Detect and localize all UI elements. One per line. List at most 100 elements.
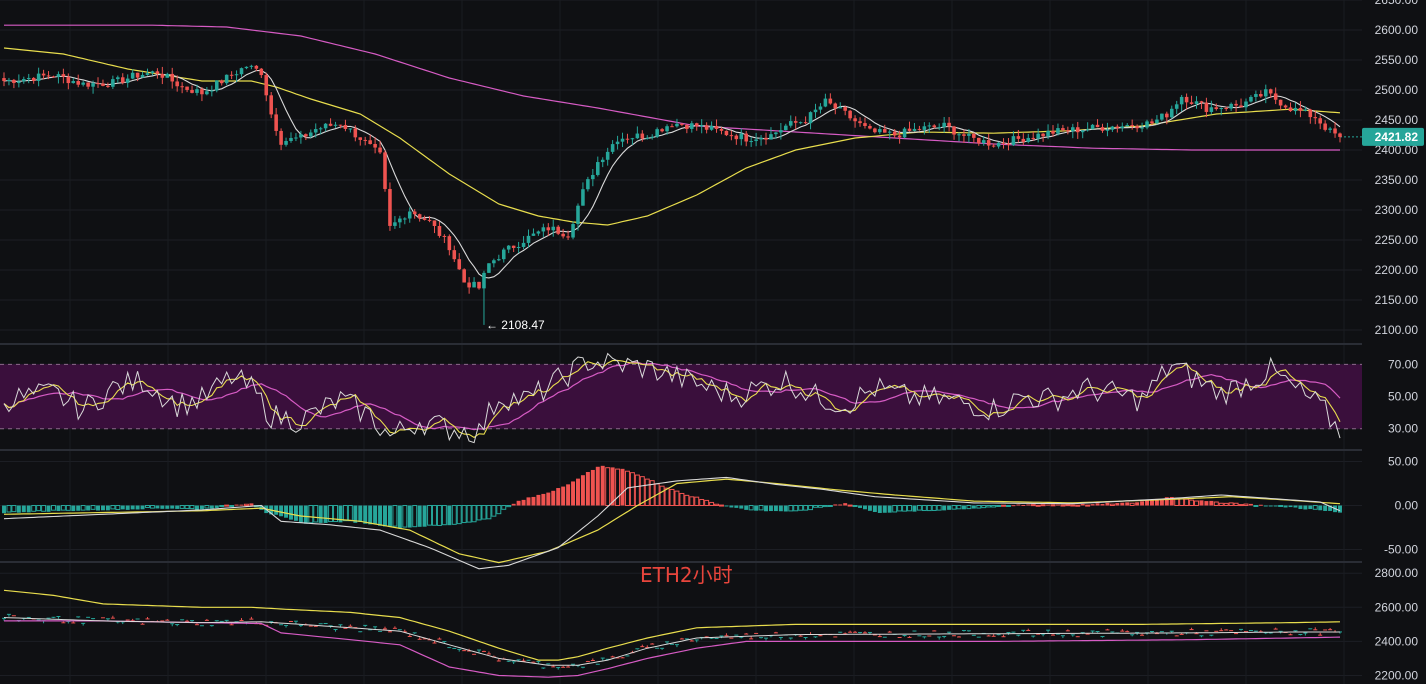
candle-body bbox=[373, 143, 377, 148]
candle-body bbox=[754, 139, 758, 142]
candle-body bbox=[586, 179, 590, 190]
macd-bar bbox=[175, 505, 180, 509]
candle-body bbox=[1165, 113, 1169, 118]
candle-body bbox=[304, 134, 308, 137]
candle-body bbox=[76, 81, 81, 85]
sub-middle-line bbox=[3, 617, 1340, 666]
macd-bar bbox=[363, 505, 368, 524]
macd-bar bbox=[461, 505, 467, 524]
candle-body bbox=[244, 66, 249, 69]
macd-bar bbox=[353, 505, 358, 523]
macd-bar bbox=[125, 505, 130, 510]
macd-bar bbox=[189, 505, 195, 510]
candle-body bbox=[388, 188, 392, 226]
last-price-value: 2421.82 bbox=[1375, 130, 1419, 144]
macd-bar bbox=[1318, 505, 1323, 511]
macd-bar bbox=[80, 505, 86, 511]
candle-body bbox=[680, 123, 684, 125]
axis-tick-label: 50.00 bbox=[1388, 455, 1418, 469]
candle-body bbox=[501, 249, 506, 260]
candle-body bbox=[165, 73, 170, 78]
macd-bar bbox=[822, 505, 828, 508]
macd-bar bbox=[476, 505, 482, 521]
candle-body bbox=[1066, 130, 1070, 132]
candle-body bbox=[462, 269, 466, 283]
candle-body bbox=[130, 72, 135, 79]
candle-body bbox=[605, 151, 610, 160]
macd-bar bbox=[590, 469, 595, 506]
macd-bar bbox=[664, 487, 670, 507]
candle-body bbox=[249, 65, 254, 67]
axis-tick-label: 2300.00 bbox=[1375, 203, 1419, 217]
ma-fast-line bbox=[3, 69, 1341, 279]
macd-bar bbox=[991, 505, 997, 508]
candle-body bbox=[823, 98, 828, 107]
macd-bar bbox=[1258, 504, 1263, 506]
macd-bar bbox=[140, 505, 145, 510]
macd-bar bbox=[170, 505, 175, 509]
candle-body bbox=[125, 78, 130, 83]
candle-body bbox=[878, 129, 882, 133]
candle-body bbox=[432, 220, 437, 227]
macd-bar bbox=[947, 505, 952, 510]
candle-body bbox=[675, 123, 679, 127]
candle-body bbox=[224, 74, 229, 84]
price-axis: 2650.00 2600.00 2550.00 2500.00 2450.00 2400.… bbox=[1362, 0, 1426, 684]
candle-body bbox=[91, 83, 95, 87]
candle-body bbox=[581, 189, 585, 206]
candle-body bbox=[630, 138, 635, 140]
macd-bar bbox=[1035, 504, 1041, 507]
macd-bar bbox=[798, 505, 804, 511]
candle-body bbox=[120, 77, 125, 83]
candle-body bbox=[51, 76, 56, 78]
candle-body bbox=[769, 134, 773, 140]
macd-bar bbox=[441, 505, 447, 526]
macd-bar bbox=[580, 475, 585, 506]
macd-bar bbox=[130, 505, 135, 510]
candle-body bbox=[219, 80, 224, 84]
candle-body bbox=[991, 145, 996, 147]
macd-bar bbox=[689, 496, 695, 506]
candle-body bbox=[447, 236, 452, 251]
macd-bar bbox=[644, 478, 650, 506]
macd-bar bbox=[71, 505, 76, 512]
candle-body bbox=[1041, 133, 1045, 137]
candle-body bbox=[576, 205, 580, 225]
macd-bar bbox=[916, 505, 922, 511]
candle-body bbox=[591, 174, 595, 180]
macd-bar bbox=[204, 505, 210, 509]
candlesticks[interactable] bbox=[2, 64, 1342, 325]
candle-body bbox=[917, 128, 922, 130]
axis-tick-label: -50.00 bbox=[1384, 542, 1418, 556]
macd-bar bbox=[422, 505, 427, 527]
axis-tick-label: 2450.00 bbox=[1375, 113, 1419, 127]
macd-bar bbox=[491, 505, 497, 517]
chart-title: ETH2小时 bbox=[640, 563, 733, 587]
macd-bar bbox=[308, 505, 314, 524]
candle-body bbox=[56, 74, 61, 77]
candle-body bbox=[848, 110, 852, 119]
candle-body bbox=[1189, 102, 1194, 104]
candle-body bbox=[798, 122, 803, 124]
candle-body bbox=[1313, 117, 1318, 119]
candle-body bbox=[269, 95, 273, 115]
macd-bar bbox=[219, 505, 225, 507]
candle-body bbox=[892, 131, 897, 136]
candle-body bbox=[1135, 126, 1139, 129]
macd-bar bbox=[342, 505, 348, 522]
candle-body bbox=[690, 123, 694, 129]
macd-bar bbox=[318, 505, 323, 523]
macd-bar bbox=[1046, 504, 1051, 506]
macd-bar bbox=[629, 472, 635, 506]
macd-bar bbox=[1065, 504, 1071, 507]
macd-bar bbox=[852, 505, 858, 507]
macd-bar bbox=[931, 505, 937, 511]
candle-body bbox=[1071, 127, 1075, 132]
rsi-mid-line bbox=[3, 359, 1341, 439]
macd-bar bbox=[986, 505, 992, 508]
macd-bar bbox=[882, 505, 887, 513]
macd-bar bbox=[145, 505, 150, 508]
macd-bar bbox=[412, 505, 418, 528]
candle-body bbox=[635, 133, 640, 139]
